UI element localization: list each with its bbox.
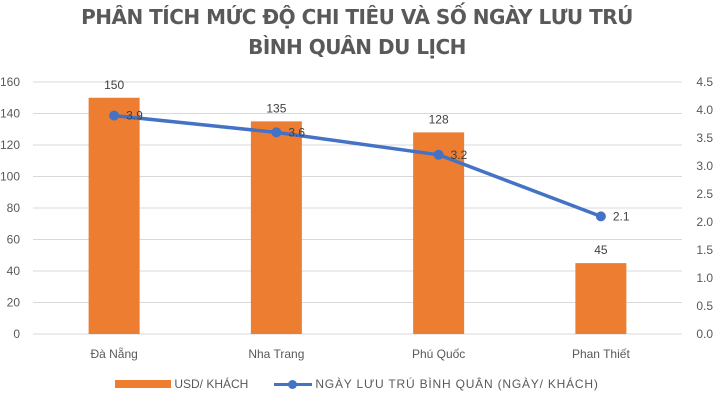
x-axis-category-label: Phan Thiết <box>572 347 630 361</box>
x-axis-category-label: Phú Quốc <box>412 347 465 361</box>
bar-data-label: 150 <box>104 78 124 92</box>
right-axis-tick-label: 3.5 <box>696 131 713 145</box>
bar <box>575 263 627 334</box>
line-path <box>113 113 602 219</box>
x-axis-category-label: Đà Nẵng <box>90 346 137 361</box>
chart-title: PHÂN TÍCH MỨC ĐỘ CHI TIÊU VÀ SỐ NGÀY LƯU… <box>0 2 714 62</box>
line-data-label: 3.6 <box>288 125 305 139</box>
bar <box>250 121 302 334</box>
line-data-label: 2.1 <box>613 209 630 223</box>
right-axis-tick-label: 0.0 <box>696 327 713 341</box>
line-series-avg-stay-days: 3.9 3.6 3.2 2.1 <box>109 109 630 223</box>
line-marker-swatch-icon <box>274 379 313 389</box>
right-axis-tick-label: 0.5 <box>696 299 713 313</box>
x-axis-category-label: Nha Trang <box>248 347 304 361</box>
legend-label-bar: USD/ KHÁCH <box>174 377 249 391</box>
line-marker <box>433 149 444 160</box>
left-axis-tick-label: 100 <box>0 170 20 184</box>
bar <box>88 97 140 334</box>
left-axis-tick-label: 0 <box>13 327 20 341</box>
left-axis-tick-label: 60 <box>7 233 21 247</box>
right-axis-tick-label: 2.0 <box>696 215 713 229</box>
left-axis-tick-label: 160 <box>0 75 20 89</box>
right-axis-tick-label: 3.0 <box>696 159 713 173</box>
right-axis-tick-label: 1.5 <box>696 243 713 257</box>
right-axis-tick-label: 4.5 <box>696 75 713 89</box>
left-axis-tick-label: 40 <box>7 264 21 278</box>
right-axis-tick-label: 4.0 <box>696 103 713 117</box>
left-axis-tick-label: 140 <box>0 107 20 121</box>
legend-item-bar: USD/ KHÁCH <box>115 377 248 391</box>
bar-data-label: 135 <box>266 101 286 115</box>
legend: USD/ KHÁCH NGÀY LƯU TRÚ BÌNH QUÂN (NGÀY/… <box>0 374 714 394</box>
left-axis-ticks: 0 20 40 60 80 100 120 140 160 <box>0 75 20 341</box>
left-axis-tick-label: 120 <box>0 138 20 152</box>
chart-title-line-2: BÌNH QUÂN DU LỊCH <box>248 35 466 59</box>
legend-label-line: NGÀY LƯU TRÚ BÌNH QUÂN (NGÀY/ KHÁCH) <box>315 377 599 391</box>
legend-item-line: NGÀY LƯU TRÚ BÌNH QUÂN (NGÀY/ KHÁCH) <box>274 377 598 391</box>
line-marker <box>595 211 606 222</box>
bar-data-label: 128 <box>429 112 449 126</box>
x-axis-category-labels: Đà Nẵng Nha Trang Phú Quốc Phan Thiết <box>90 346 630 361</box>
line-marker <box>109 110 120 121</box>
right-axis-tick-label: 2.5 <box>696 187 713 201</box>
bar-swatch-icon <box>115 380 172 388</box>
bar-data-label: 45 <box>594 243 608 257</box>
right-axis-ticks: 0.0 0.5 1.0 1.5 2.0 2.5 3.0 3.5 4.0 4.5 <box>696 75 713 341</box>
left-axis-tick-label: 80 <box>7 201 21 215</box>
line-marker <box>271 127 282 138</box>
bar-series-usd-per-guest: 150 135 128 45 <box>88 78 627 334</box>
line-data-label: 3.2 <box>451 148 468 162</box>
line-data-label: 3.9 <box>126 109 143 123</box>
left-axis-tick-label: 20 <box>7 296 21 310</box>
bar <box>413 132 465 334</box>
chart-title-line-1: PHÂN TÍCH MỨC ĐỘ CHI TIÊU VÀ SỐ NGÀY LƯU… <box>81 5 633 29</box>
right-axis-tick-label: 1.0 <box>696 271 713 285</box>
